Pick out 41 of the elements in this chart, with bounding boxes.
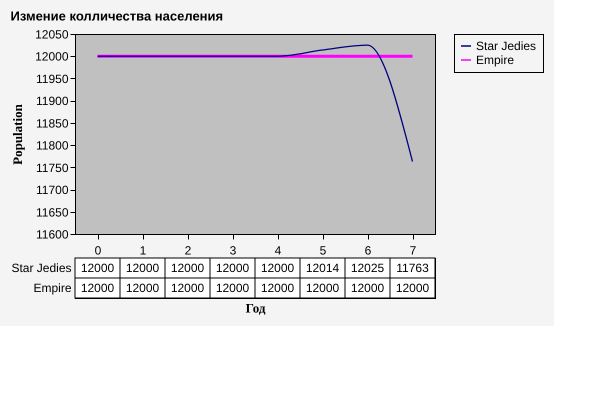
y-tick-label: 12050 (35, 28, 69, 42)
x-axis-title: Год (246, 300, 266, 316)
data-label: 12000 (396, 281, 430, 295)
data-label: 12000 (170, 281, 205, 295)
data-label: 12000 (170, 261, 205, 275)
x-tick-label: 5 (320, 244, 327, 258)
data-label: 12000 (80, 281, 115, 295)
x-tick-label: 4 (274, 244, 282, 258)
data-label: 12000 (216, 281, 250, 295)
y-tick-label: 11850 (36, 116, 69, 130)
y-tick-label: 11800 (36, 138, 69, 153)
legend-label: Star Jedies (476, 39, 536, 53)
data-label: 12000 (80, 261, 115, 275)
data-label: 12000 (126, 261, 160, 275)
data-label: 12025 (350, 261, 385, 275)
y-tick-label: 11950 (36, 72, 69, 86)
x-tick-label: 1 (140, 244, 147, 258)
y-axis-title: Population (10, 103, 26, 165)
legend-label: Empire (476, 53, 514, 67)
x-tick-label: 2 (184, 244, 192, 258)
data-label: 12000 (126, 281, 160, 295)
y-tick-label: 11650 (36, 205, 69, 220)
x-tick-label: 3 (230, 244, 237, 258)
text: Empire (33, 281, 72, 295)
data-label: 12000 (260, 281, 295, 295)
data-label: 12000 (306, 281, 340, 295)
y-tick-label: 11700 (36, 183, 69, 198)
data-label: 12014 (306, 261, 340, 275)
x-tick-label: 6 (364, 244, 372, 258)
text: Star Jedies (11, 261, 72, 275)
y-tick-label: 11750 (36, 160, 69, 175)
y-tick-label: 12000 (35, 50, 69, 64)
x-tick-label: 7 (410, 244, 417, 258)
x-tick-label: 0 (94, 244, 102, 258)
y-tick-label: 11900 (36, 94, 69, 108)
data-label: 12000 (350, 281, 385, 295)
data-label: 11763 (396, 261, 430, 275)
chart-title: Измение колличества населения (10, 8, 224, 24)
y-tick-label: 11600 (36, 228, 69, 242)
data-label: 12000 (216, 261, 250, 275)
data-label: 12000 (260, 261, 295, 275)
